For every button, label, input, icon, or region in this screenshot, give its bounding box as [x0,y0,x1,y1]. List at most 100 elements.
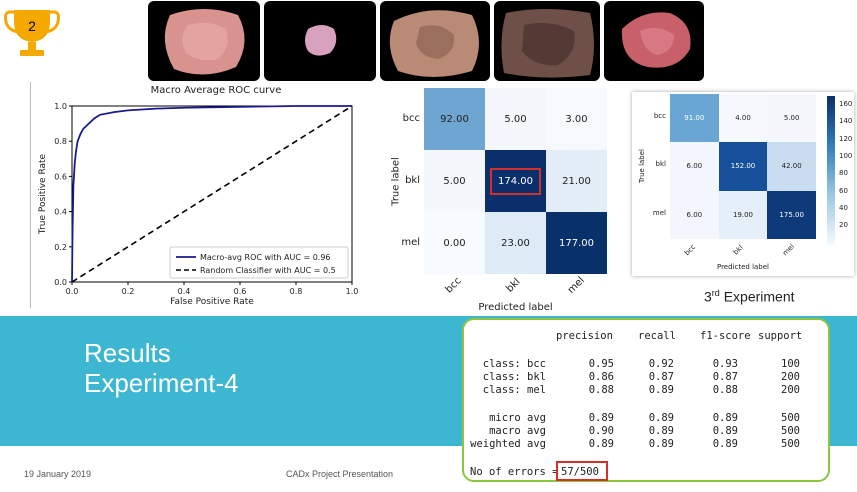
footer-date: 19 January 2019 [24,469,92,479]
colorbar-tick: 60 [839,186,848,195]
roc-ytick-label: 0.6 [54,172,67,181]
report-cell: 0.93 [712,358,738,370]
cm-cell: 6.00 [670,190,719,239]
cm-col-label: bcc [443,275,464,296]
report-row-label: class: bkl [482,371,546,383]
report-cell: 0.88 [712,384,738,396]
errors-label: No of errors = [470,466,559,478]
report-cell: 0.87 [712,371,738,383]
colorbar-tick: 20 [839,221,848,230]
report-header: f1-score [700,330,751,342]
roc-ylabel: True Positive Rate [38,153,48,235]
trophy-icon [4,10,60,56]
report-row-label: macro avg [489,425,546,437]
report-cell: 0.86 [588,371,614,383]
report-row-label: class: bcc [482,358,546,370]
cm-cell: 0.00 [424,212,485,274]
report-cell: 500 [781,412,800,424]
confusion-matrix: True label bcc bkl mel 92.00 5.00 3.00 5.00 17… [380,84,630,316]
roc-xtick-label: 0.8 [290,287,303,296]
legend-entry-roc: Macro-avg ROC with AUC = 0.96 [200,253,331,262]
cm-cell: 92.00 [424,88,485,150]
report-cell: 0.89 [648,425,674,437]
cm-cell: 174.00 [485,150,546,212]
cm-cell: 5.00 [485,88,546,150]
roc-xlabel: False Positive Rate [170,297,254,307]
left-divider [30,82,31,308]
results-title: Results Experiment-4 [84,338,239,398]
cm-col-label: bkl [503,276,523,295]
caption-number: 3 [704,288,712,305]
lesion-image-5 [604,1,704,81]
errors-highlight [556,461,608,481]
report-cell: 0.88 [588,384,614,396]
cm-row-label: mel [652,208,666,217]
cm3-xlabel: Predicted label [716,263,769,271]
roc-ytick-label: 0.2 [54,243,67,252]
report-cell: 0.89 [648,384,674,396]
cm-cell: 4.00 [718,94,768,143]
report-cell: 100 [781,358,800,370]
report-row-label: micro avg [489,412,546,424]
cm-cell: 42.00 [767,142,816,191]
confusion-matrix-3: True label bcc bkl mel 91.00 4.00 5.00 6.00 15… [632,92,854,276]
experiment-3-caption: 3rd Experiment [704,288,795,305]
cm-cell: 3.00 [546,88,607,150]
legend-entry-random: Random Classifier with AUC = 0.5 [200,266,336,275]
cm3-grid: 91.00 4.00 5.00 6.00 152.00 42.00 6.00 19.00 175… [670,94,816,239]
report-cell: 200 [781,371,800,383]
cm-col-label: mel [780,242,796,258]
lesion-image-4 [494,1,600,81]
roc-curve [71,105,352,283]
roc-title: Macro Average ROC curve [151,85,282,96]
cm-row-label: mel [401,237,420,248]
errors-value: 57/500 [561,466,599,478]
report-cell: 0.92 [648,358,674,370]
report-header: recall [638,330,676,342]
roc-ytick-label: 0.0 [54,278,67,287]
trophy-number: 2 [28,18,36,34]
cm-cell: 6.00 [670,142,719,191]
cm-col-label: bkl [731,243,745,257]
footer-title: CADx Project Presentation [286,469,394,479]
report-cell: 0.95 [588,358,614,370]
report-cell: 0.89 [648,412,674,424]
colorbar-tick: 40 [839,203,848,212]
roc-ytick-label: 1.0 [54,102,67,111]
trophy-badge: 2 [2,6,62,62]
cm-cell: 152.00 [718,142,768,191]
results-title-line1: Results [84,338,171,368]
report-cell: 0.89 [588,412,614,424]
cm3-colorbar [827,96,835,246]
report-cell: 200 [781,384,800,396]
report-row-label: weighted avg [470,438,546,450]
roc-xtick-label: 0.6 [234,287,247,296]
report-cell: 0.89 [712,425,738,437]
report-cell: 500 [781,425,800,437]
cm-row-label: bcc [653,112,666,121]
cm-highlight-box: 174.00 [490,167,541,195]
colorbar-tick: 160 [839,100,853,108]
cm-row-label: bkl [655,160,666,169]
report-cell: 0.89 [588,438,614,450]
roc-xtick-label: 0.0 [66,287,79,296]
cm-cell: 91.00 [670,94,719,143]
cm-cell: 23.00 [485,212,546,274]
roc-xtick-label: 0.4 [178,287,191,296]
report-cell: 500 [781,438,800,450]
cm-xlabel: Predicted label [478,302,553,313]
cm-row-label: bkl [405,175,420,186]
roc-legend: Macro-avg ROC with AUC = 0.96 Random Cla… [169,246,349,279]
cm-cell: 19.00 [718,190,768,239]
colorbar-tick: 140 [839,117,853,126]
roc-ytick-label: 0.8 [54,137,67,146]
cm-grid: 92.00 5.00 3.00 5.00 174.00 21.00 0.00 23.00 177… [424,88,607,274]
cm-cell: 175.00 [767,190,816,239]
colorbar-tick: 120 [839,134,853,143]
cm-col-label: mel [565,275,587,296]
report-header: precision [556,330,613,342]
roc-chart-svg: Macro Average ROC curve 0.0 0.2 0.4 0.6 0.8 1… [38,85,358,307]
lesion-image-3 [380,1,490,81]
colorbar-tick: 100 [839,151,853,160]
roc-chart: Macro Average ROC curve 0.0 0.2 0.4 0.6 0.8 1… [36,82,361,312]
